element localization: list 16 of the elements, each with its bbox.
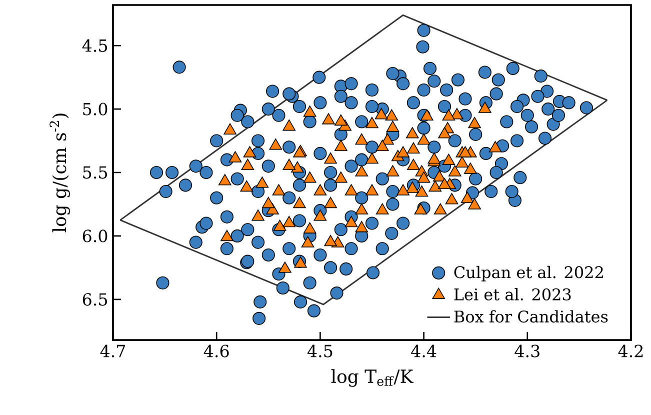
x-tick-label: 4.4 [411, 344, 436, 358]
legend-label: Culpan et al. 2022 [454, 266, 603, 282]
x-tick-label: 4.7 [100, 344, 126, 358]
x-axis-title: log T$_{eff}$/K [331, 369, 414, 387]
x-tick-label: 4.5 [307, 344, 332, 358]
x-tick-label: 4.3 [514, 344, 540, 358]
y-axis-title: log g/(cm s$^{-2}$) [50, 114, 70, 232]
y-tick-label: 6.5 [82, 293, 108, 306]
x-tick-label: 4.6 [204, 344, 229, 358]
legend-label: Box for Candidates [454, 310, 608, 323]
y-tick-label: 5.0 [83, 102, 108, 116]
y-tick-label: 5.5 [83, 166, 108, 179]
legend-label: Lei et al. 2023 [454, 288, 571, 300]
y-tick-label: 4.5 [82, 39, 108, 52]
x-tick-label: 4.2 [618, 344, 643, 358]
y-tick-label: 6.0 [82, 230, 108, 242]
